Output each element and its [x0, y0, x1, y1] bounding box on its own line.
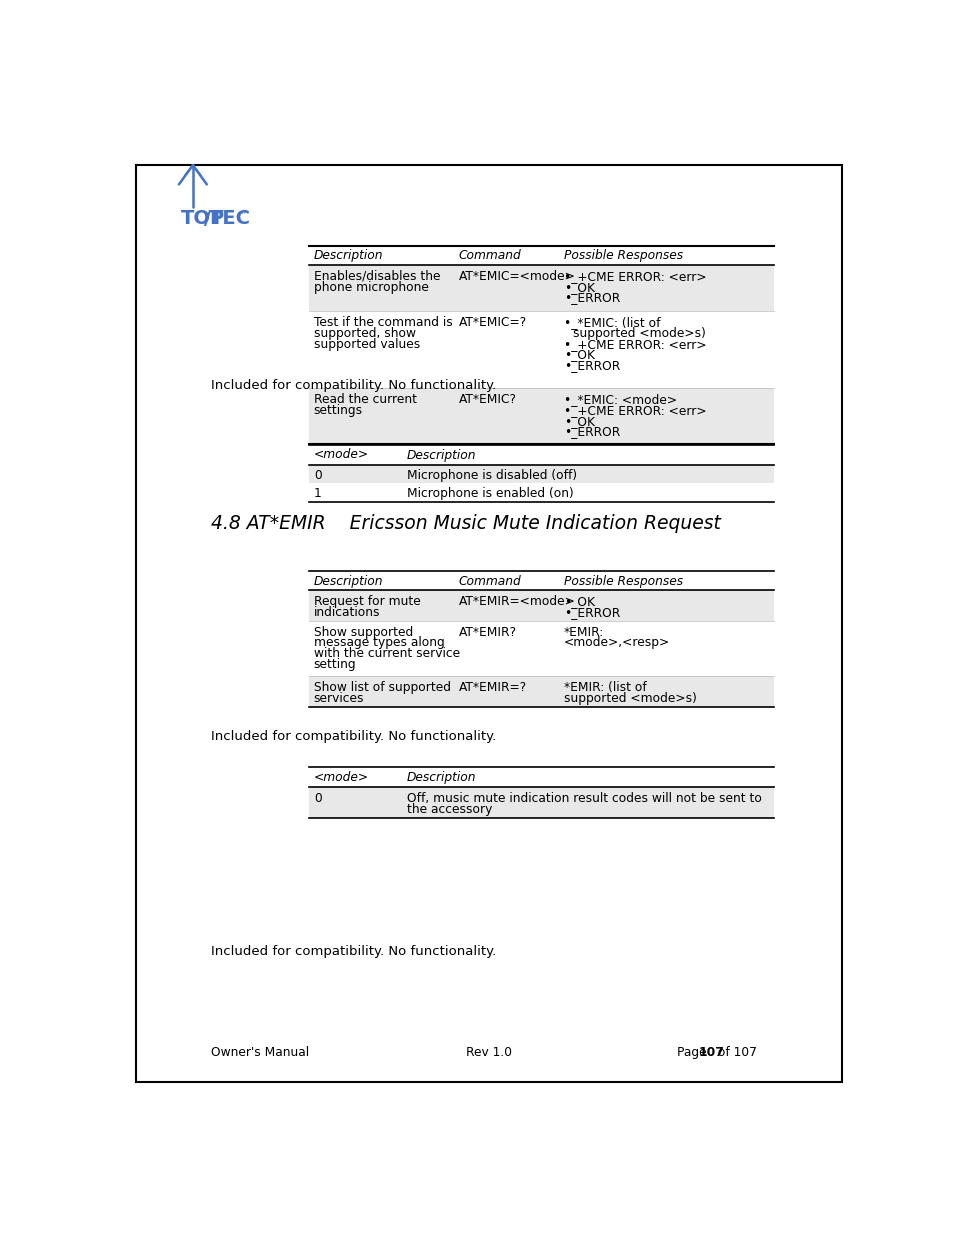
Text: 4.8 AT*EMIR    Ericsson Music Mute Indication Request: 4.8 AT*EMIR Ericsson Music Mute Indicati… [211, 514, 720, 534]
Text: 107: 107 [699, 1046, 724, 1060]
Text: Possible Responses: Possible Responses [563, 249, 682, 262]
Text: with the current service: with the current service [314, 647, 459, 661]
Text: •_OK: •_OK [563, 280, 595, 294]
Text: Description: Description [314, 249, 383, 262]
Text: •_OK: •_OK [563, 415, 595, 427]
Text: ™: ™ [239, 209, 249, 219]
Text: TOP: TOP [180, 209, 224, 228]
Text: Off, music mute indication result codes will not be sent to: Off, music mute indication result codes … [406, 792, 760, 805]
Bar [309, 464, 773, 483]
Text: setting: setting [314, 658, 356, 671]
Text: <mode>: <mode> [314, 771, 369, 784]
Bar [309, 677, 773, 708]
Text: supported, show: supported, show [314, 327, 416, 340]
Text: phone microphone: phone microphone [314, 280, 428, 294]
Text: Page: Page [677, 1046, 710, 1060]
Text: Read the current: Read the current [314, 393, 416, 406]
Text: AT*EMIC=?: AT*EMIC=? [458, 316, 526, 329]
Text: *EMIR:: *EMIR: [563, 626, 603, 638]
Text: /: / [204, 209, 211, 228]
Text: Owner's Manual: Owner's Manual [211, 1046, 309, 1060]
Bar [309, 787, 773, 818]
Bar [309, 590, 773, 621]
Text: Show list of supported: Show list of supported [314, 680, 451, 694]
Bar [309, 389, 773, 443]
Text: Request for mute: Request for mute [314, 595, 420, 608]
Text: Description: Description [406, 448, 476, 462]
Text: TEC: TEC [210, 209, 251, 228]
Text: •_ERROR: •_ERROR [563, 359, 619, 372]
Text: •_+CME ERROR: <err>: •_+CME ERROR: <err> [563, 337, 706, 351]
Bar [309, 266, 773, 311]
Text: the accessory: the accessory [406, 803, 492, 815]
Text: •_+CME ERROR: <err>: •_+CME ERROR: <err> [563, 404, 706, 417]
Text: Included for compatibility. No functionality.: Included for compatibility. No functiona… [211, 379, 496, 393]
Text: Microphone is enabled (on): Microphone is enabled (on) [406, 487, 573, 500]
Text: Show supported: Show supported [314, 626, 413, 638]
Bar [309, 246, 773, 266]
Text: •_OK: •_OK [563, 348, 595, 362]
Text: Possible Responses: Possible Responses [563, 574, 682, 588]
Text: Description: Description [314, 574, 383, 588]
Text: •_*EMIC: <mode>: •_*EMIC: <mode> [563, 393, 677, 406]
Text: Test if the command is: Test if the command is [314, 316, 452, 329]
Text: AT*EMIR=<mode>: AT*EMIR=<mode> [458, 595, 575, 608]
Text: AT*EMIR?: AT*EMIR? [458, 626, 517, 638]
Text: supported <mode>s): supported <mode>s) [573, 327, 705, 340]
Text: Included for compatibility. No functionality.: Included for compatibility. No functiona… [211, 730, 496, 743]
Text: services: services [314, 692, 364, 705]
Text: Command: Command [458, 249, 521, 262]
Text: indications: indications [314, 605, 380, 619]
Text: •_OK: •_OK [563, 595, 595, 608]
Text: <mode>,<resp>: <mode>,<resp> [563, 636, 670, 650]
Text: 0: 0 [314, 468, 321, 482]
Text: Command: Command [458, 574, 521, 588]
Bar [309, 621, 773, 677]
Text: •_*EMIC: (list of: •_*EMIC: (list of [563, 316, 659, 329]
Text: settings: settings [314, 404, 362, 417]
Text: message types along: message types along [314, 636, 444, 650]
Text: AT*EMIC=<mode>: AT*EMIC=<mode> [458, 270, 575, 283]
Text: •_+CME ERROR: <err>: •_+CME ERROR: <err> [563, 270, 706, 283]
Text: <mode>: <mode> [314, 448, 369, 462]
Text: supported values: supported values [314, 337, 419, 351]
Text: •_ERROR: •_ERROR [563, 425, 619, 438]
Text: •_ERROR: •_ERROR [563, 605, 619, 619]
Text: AT*EMIC?: AT*EMIC? [458, 393, 517, 406]
Text: •_ERROR: •_ERROR [563, 291, 619, 304]
Text: Rev 1.0: Rev 1.0 [465, 1046, 512, 1060]
Text: 0: 0 [314, 792, 321, 805]
Text: Enables/disables the: Enables/disables the [314, 270, 440, 283]
Text: Microphone is disabled (off): Microphone is disabled (off) [406, 468, 577, 482]
Text: of 107: of 107 [714, 1046, 757, 1060]
Text: AT*EMIR=?: AT*EMIR=? [458, 680, 526, 694]
Bar [309, 311, 773, 389]
Text: Description: Description [406, 771, 476, 784]
Text: supported <mode>s): supported <mode>s) [563, 692, 697, 705]
Text: Included for compatibility. No functionality.: Included for compatibility. No functiona… [211, 945, 496, 958]
Text: *EMIR: (list of: *EMIR: (list of [563, 680, 646, 694]
Text: 1: 1 [314, 487, 321, 500]
